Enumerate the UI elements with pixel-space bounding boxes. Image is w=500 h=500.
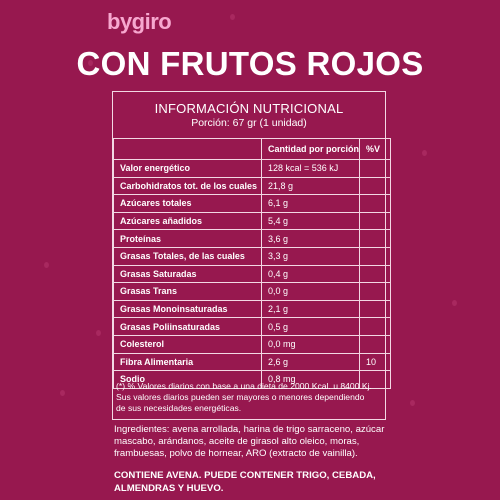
nutrient-label: Azúcares añadidos [113,211,262,231]
table-row: Colesterol 0,0 mg [113,334,391,354]
nutrient-amount: 3,3 g [261,246,360,266]
nutrition-header: INFORMACIÓN NUTRICIONAL Porción: 67 gr (… [113,92,385,138]
nutrient-percent [359,334,391,354]
nutrient-label: Colesterol [113,334,262,354]
nutrient-amount: 5,4 g [261,211,360,231]
nutrient-label: Grasas Totales, de las cuales [113,246,262,266]
brand-logo: bygiro [107,9,172,34]
nutrient-amount: 3,6 g [261,229,360,248]
nutrient-percent [359,370,391,389]
nutrition-heading: INFORMACIÓN NUTRICIONAL [154,101,344,116]
background-speck [88,60,93,66]
nutrient-label: Grasas Trans [113,282,262,301]
footnote-line: (*) % Valores diarios con base a una die… [116,381,372,391]
table-row: Grasas Poliinsaturadas 0,5 g [113,317,391,336]
product-title: CON FRUTOS ROJOS [76,45,424,82]
allergen-warning: CONTIENE AVENA. PUEDE CONTENER TRIGO, CE… [114,469,414,495]
nutrient-percent [359,211,391,231]
daily-values-footnote: (*) % Valores diarios con base a una die… [116,381,384,414]
nutrient-amount: 2,1 g [261,299,360,319]
nutrient-amount: 2,6 g [261,352,360,372]
table-row: Azúcares totales 6,1 g [113,194,391,213]
ingredients-line: Ingredientes: avena arrollada, harina de… [114,424,385,435]
nutrient-percent [359,299,391,319]
nutrient-amount: 0,0 mg [261,334,360,354]
table-row: Grasas Trans 0,0 g [113,282,391,301]
nutrient-label: Grasas Poliinsaturadas [113,317,262,336]
background-speck [44,262,49,268]
nutrient-amount: 0,0 g [261,282,360,301]
nutrient-percent: 10 [359,352,391,372]
table-row: Proteínas 3,6 g [113,229,391,248]
nutrient-amount: 0,4 g [261,264,360,284]
table-row: Azúcares añadidos 5,4 g [113,211,391,231]
ingredients-line: frambuesas, polvo de hornear, ARO (extra… [114,448,358,459]
background-speck [230,14,235,20]
allergen-line: ALMENDRAS Y HUEVO. [114,483,224,494]
footnote-line: de sus necesidades energéticas. [116,403,242,413]
table-row: Carbohidratos tot. de los cuales 21,8 g [113,176,391,196]
nutrient-label: Carbohidratos tot. de los cuales [113,176,262,196]
table-row: Sodio 0,8 mg [113,370,391,389]
nutrient-percent [359,176,391,196]
background-speck [422,150,427,156]
column-header-amount: Cantidad por porción [261,138,360,160]
nutrient-label: Azúcares totales [113,194,262,213]
table-row: Grasas Saturadas 0,4 g [113,264,391,284]
table-row: Valor energético 128 kcal = 536 kJ [113,159,391,178]
background-speck [410,400,415,406]
nutrient-label: Grasas Saturadas [113,264,262,284]
background-speck [452,300,457,306]
background-speck [60,390,65,396]
nutrient-percent [359,229,391,248]
nutrient-amount: 128 kcal = 536 kJ [261,159,360,178]
nutrient-amount: 21,8 g [261,176,360,196]
nutrient-percent [359,159,391,178]
table-row: Grasas Monoinsaturadas 2,1 g [113,299,391,319]
nutrient-percent [359,246,391,266]
empty-header-cell [113,138,262,160]
nutrient-label: Grasas Monoinsaturadas [113,299,262,319]
nutrient-label: Valor energético [113,159,262,178]
portion-size: Porción: 67 gr (1 unidad) [191,117,307,129]
nutrient-percent [359,264,391,284]
background-speck [96,330,101,336]
table-row: Fibra Alimentaria 2,6 g 10 [113,352,391,372]
allergen-line: CONTIENE AVENA. PUEDE CONTENER TRIGO, CE… [114,470,376,481]
nutrient-percent [359,317,391,336]
nutrition-facts-panel: INFORMACIÓN NUTRICIONAL Porción: 67 gr (… [112,91,391,420]
ingredients-text: Ingredientes: avena arrollada, harina de… [114,424,414,460]
table-row: Grasas Totales, de las cuales 3,3 g [113,246,391,266]
nutrient-percent [359,282,391,301]
nutrient-label: Proteínas [113,229,262,248]
nutrition-table: Cantidad por porción %V Valor energético… [113,138,391,389]
nutrition-column-headers: Cantidad por porción %V [113,138,391,160]
ingredients-line: mascabo, arándanos, aceite de girasol al… [114,436,360,447]
nutrient-amount: 0,5 g [261,317,360,336]
nutrient-amount: 6,1 g [261,194,360,213]
column-header-percent: %V [359,138,391,160]
nutrient-label: Fibra Alimentaria [113,352,262,372]
nutrient-percent [359,194,391,213]
footnote-line: Sus valores diarios pueden ser mayores o… [116,392,365,402]
